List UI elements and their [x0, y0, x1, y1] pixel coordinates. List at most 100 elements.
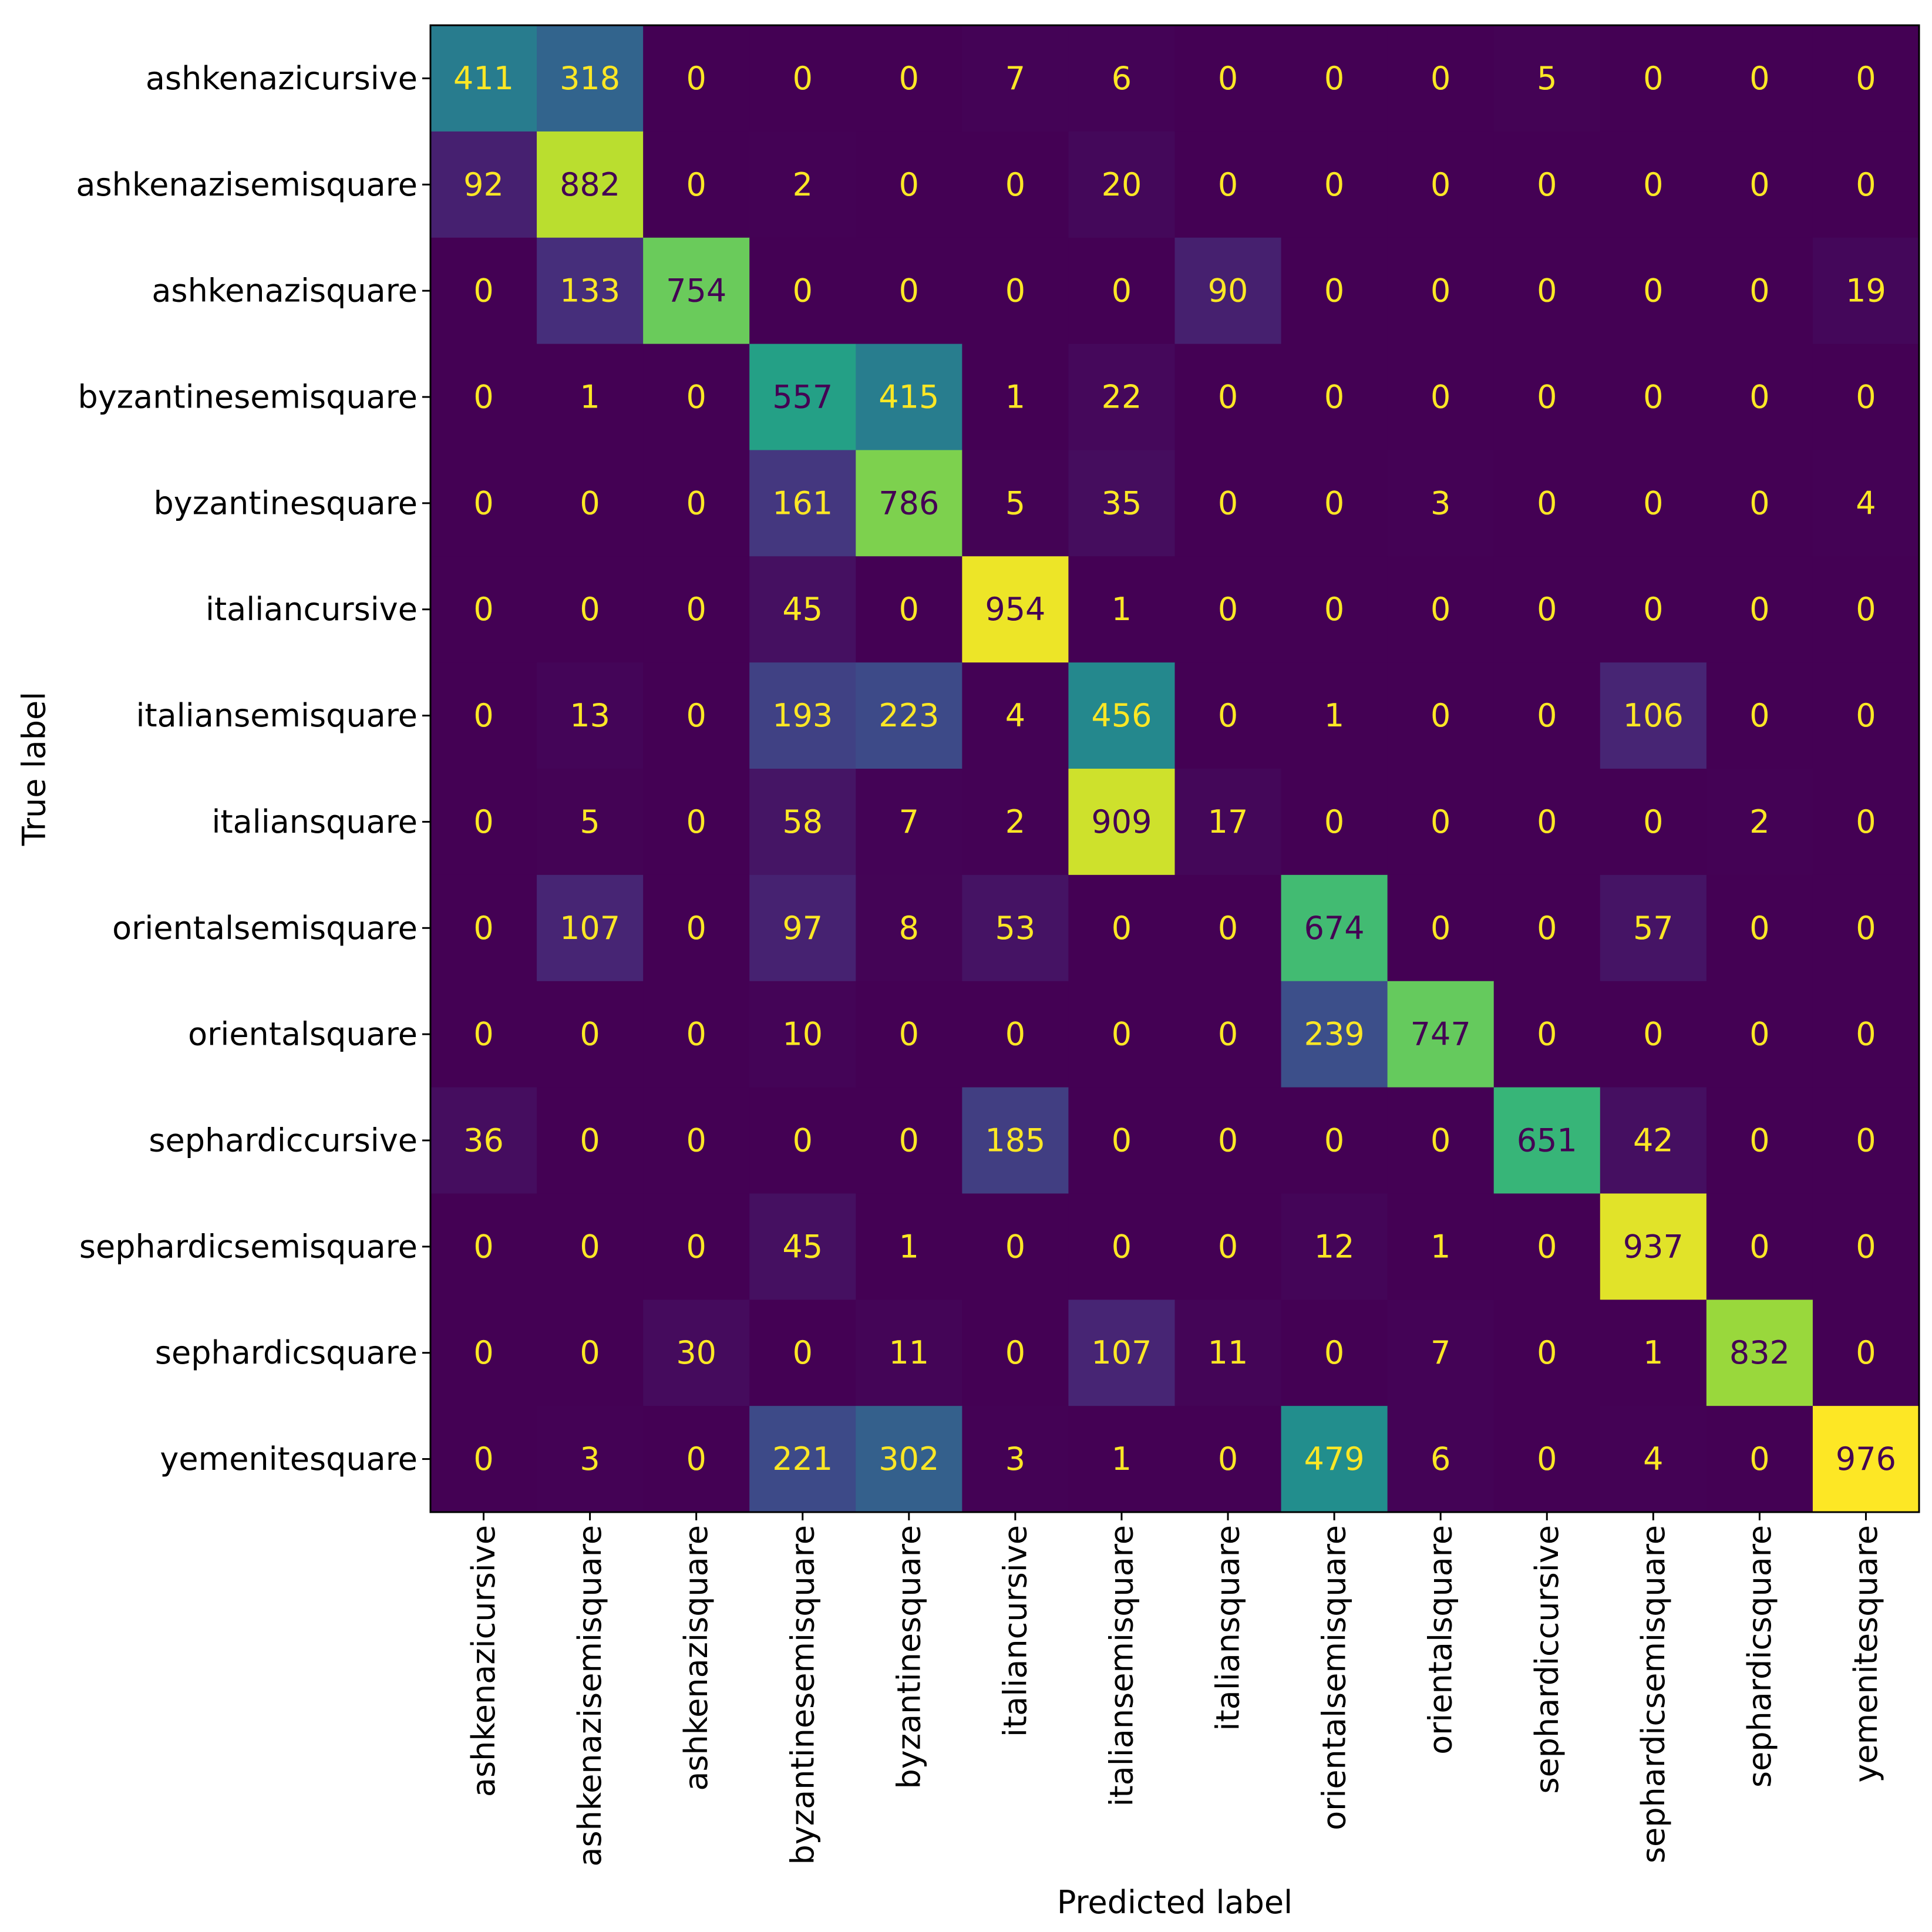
cell-byzantinesquare-sephardicsemisquare — [1600, 450, 1707, 557]
cell-yemenitesquare-italiansemisquare — [1068, 1406, 1176, 1513]
cell-value-yemenitesquare-byzantinesemisquare: 221 — [772, 1440, 833, 1477]
cell-value-ashkenazicursive-ashkenazicursive: 411 — [453, 60, 514, 97]
cell-italiansemisquare-sephardiccursive — [1493, 662, 1601, 769]
cell-orientalsemisquare-byzantinesemisquare — [749, 874, 856, 982]
cell-value-italiansquare-italiancursive: 2 — [1005, 803, 1025, 840]
cell-byzantinesquare-sephardiccursive — [1493, 450, 1601, 557]
cell-value-ashkenazisquare-ashkenazicursive: 0 — [473, 272, 493, 309]
cell-value-ashkenazicursive-ashkenazisemisquare: 318 — [560, 60, 620, 97]
cell-byzantinesquare-ashkenazisquare — [643, 450, 750, 557]
cell-value-italiansquare-ashkenazisemisquare: 5 — [580, 803, 600, 840]
cell-byzantinesemisquare-ashkenazisemisquare — [537, 344, 644, 451]
cell-italiancursive-ashkenazicursive — [430, 556, 537, 663]
cell-value-italiancursive-ashkenazicursive: 0 — [473, 591, 493, 628]
cell-value-italiancursive-sephardiccursive: 0 — [1537, 591, 1557, 628]
cell-ashkenazisemisquare-ashkenazisquare — [643, 131, 750, 238]
cell-value-byzantinesemisquare-sephardicsemisquare: 0 — [1643, 379, 1663, 416]
cell-value-orientalsquare-sephardiccursive: 0 — [1537, 1016, 1557, 1053]
cell-value-sephardiccursive-sephardiccursive: 651 — [1517, 1122, 1577, 1159]
cell-sephardiccursive-orientalsemisquare — [1281, 1087, 1388, 1194]
cell-value-sephardiccursive-italiancursive: 185 — [985, 1122, 1045, 1159]
y-tick-label-sephardicsemisquare: sephardicsemisquare — [79, 1228, 418, 1265]
cell-value-orientalsquare-italiansquare: 0 — [1218, 1016, 1238, 1053]
cell-value-ashkenazisquare-sephardicsquare: 0 — [1749, 272, 1769, 309]
cell-value-orientalsquare-ashkenazisquare: 0 — [686, 1016, 706, 1053]
x-tick-label-sephardiccursive: sephardiccursive — [1529, 1525, 1566, 1794]
cell-value-italiansquare-yemenitesquare: 0 — [1856, 803, 1876, 840]
cell-ashkenazisemisquare-sephardicsemisquare — [1600, 131, 1707, 238]
cell-yemenitesquare-ashkenazicursive — [430, 1406, 537, 1513]
cell-sephardicsquare-yemenitesquare — [1812, 1300, 1920, 1406]
cell-italiansemisquare-italiansquare — [1174, 662, 1282, 769]
cell-yemenitesquare-yemenitesquare — [1812, 1406, 1920, 1513]
cell-value-italiansquare-sephardicsemisquare: 0 — [1643, 803, 1663, 840]
cell-orientalsquare-ashkenazicursive — [430, 981, 537, 1088]
cell-value-orientalsquare-byzantinesquare: 0 — [899, 1016, 919, 1053]
cell-ashkenazicursive-ashkenazisquare — [643, 25, 750, 132]
cell-value-ashkenazicursive-byzantinesemisquare: 0 — [793, 60, 813, 97]
cell-sephardicsquare-byzantinesemisquare — [749, 1300, 856, 1406]
cell-value-sephardiccursive-byzantinesemisquare: 0 — [793, 1122, 813, 1159]
cell-ashkenazisquare-italiansquare — [1174, 237, 1282, 345]
y-tick-label-italiancursive: italiancursive — [206, 591, 418, 628]
cell-value-byzantinesquare-italiancursive: 5 — [1005, 484, 1025, 521]
cell-value-byzantinesquare-byzantinesquare: 786 — [879, 484, 939, 521]
cell-value-byzantinesquare-sephardicsemisquare: 0 — [1643, 484, 1663, 521]
cell-value-byzantinesemisquare-italiansemisquare: 22 — [1102, 379, 1142, 416]
cell-value-byzantinesquare-italiansemisquare: 35 — [1102, 484, 1142, 521]
cell-value-italiansemisquare-ashkenazisquare: 0 — [686, 697, 706, 734]
cell-byzantinesemisquare-sephardiccursive — [1493, 344, 1601, 451]
cell-value-italiansquare-orientalsquare: 0 — [1431, 803, 1450, 840]
cell-value-sephardicsquare-italiansemisquare: 107 — [1091, 1334, 1152, 1371]
cell-byzantinesemisquare-yemenitesquare — [1812, 344, 1920, 451]
cell-italiansemisquare-ashkenazisemisquare — [537, 662, 644, 769]
cell-value-italiansemisquare-italiansemisquare: 456 — [1091, 697, 1152, 734]
y-tick-label-orientalsquare: orientalsquare — [188, 1016, 418, 1053]
cell-sephardiccursive-ashkenazicursive — [430, 1087, 537, 1194]
cell-sephardicsemisquare-yemenitesquare — [1812, 1193, 1920, 1300]
cell-value-orientalsemisquare-italiansemisquare: 0 — [1112, 910, 1132, 947]
y-tick-label-ashkenazisquare: ashkenazisquare — [152, 272, 418, 309]
cell-orientalsemisquare-byzantinesquare — [856, 874, 962, 982]
cell-byzantinesemisquare-italiansemisquare — [1068, 344, 1176, 451]
y-tick-label-ashkenazicursive: ashkenazicursive — [146, 60, 418, 97]
cell-value-orientalsquare-orientalsquare: 747 — [1411, 1016, 1471, 1053]
cell-value-ashkenazicursive-byzantinesquare: 0 — [899, 60, 919, 97]
cell-ashkenazisquare-byzantinesemisquare — [749, 237, 856, 345]
cell-italiansquare-byzantinesquare — [856, 769, 962, 876]
cell-value-italiansquare-italiansemisquare: 909 — [1091, 803, 1152, 840]
cell-value-orientalsquare-orientalsemisquare: 239 — [1304, 1016, 1365, 1053]
cell-italiansemisquare-italiansemisquare — [1068, 662, 1176, 769]
cell-value-ashkenazisquare-ashkenazisemisquare: 133 — [560, 272, 620, 309]
cell-sephardiccursive-byzantinesemisquare — [749, 1087, 856, 1194]
cell-value-yemenitesquare-ashkenazicursive: 0 — [473, 1440, 493, 1477]
cell-value-ashkenazisquare-sephardiccursive: 0 — [1537, 272, 1557, 309]
cell-value-yemenitesquare-ashkenazisquare: 0 — [686, 1440, 706, 1477]
cell-value-italiancursive-orientalsemisquare: 0 — [1324, 591, 1344, 628]
cell-ashkenazisquare-italiancursive — [962, 237, 1069, 345]
cell-value-orientalsquare-italiancursive: 0 — [1005, 1016, 1025, 1053]
cell-value-sephardiccursive-orientalsquare: 0 — [1431, 1122, 1450, 1159]
cell-value-orientalsquare-italiansemisquare: 0 — [1112, 1016, 1132, 1053]
cell-orientalsquare-sephardicsquare — [1706, 981, 1813, 1088]
cell-value-sephardicsquare-yemenitesquare: 0 — [1856, 1334, 1876, 1371]
heatmap-cells — [430, 25, 1920, 1513]
cell-value-byzantinesquare-ashkenazicursive: 0 — [473, 484, 493, 521]
cell-ashkenazisquare-sephardicsemisquare — [1600, 237, 1707, 345]
y-tick-label-italiansquare: italiansquare — [211, 803, 418, 840]
cell-value-italiancursive-sephardicsemisquare: 0 — [1643, 591, 1663, 628]
cell-sephardiccursive-italiancursive — [962, 1087, 1069, 1194]
cell-italiansemisquare-yemenitesquare — [1812, 662, 1920, 769]
cell-italiansquare-sephardicsemisquare — [1600, 769, 1707, 876]
cell-orientalsquare-ashkenazisemisquare — [537, 981, 644, 1088]
cell-byzantinesquare-ashkenazisemisquare — [537, 450, 644, 557]
cell-value-sephardicsemisquare-sephardiccursive: 0 — [1537, 1228, 1557, 1265]
cell-value-italiansemisquare-ashkenazicursive: 0 — [473, 697, 493, 734]
cell-italiancursive-sephardicsquare — [1706, 556, 1813, 663]
cell-value-italiancursive-ashkenazisquare: 0 — [686, 591, 706, 628]
cell-orientalsemisquare-sephardiccursive — [1493, 874, 1601, 982]
cell-italiancursive-ashkenazisquare — [643, 556, 750, 663]
cell-value-orientalsemisquare-sephardiccursive: 0 — [1537, 910, 1557, 947]
cell-value-yemenitesquare-italiansquare: 0 — [1218, 1440, 1238, 1477]
cell-value-sephardicsemisquare-byzantinesquare: 1 — [899, 1228, 919, 1265]
